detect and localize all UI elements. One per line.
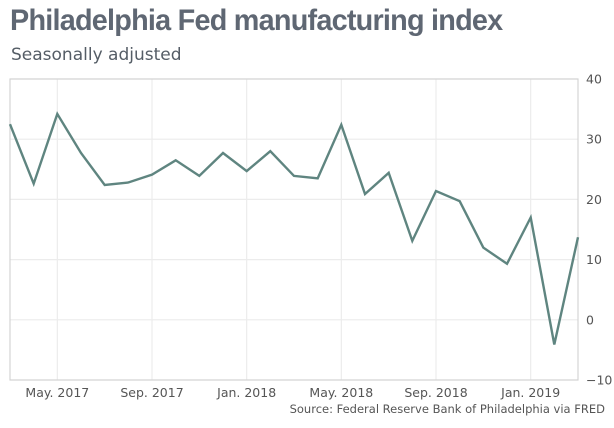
y-tick-label: 20 [586, 192, 602, 207]
grid-lines [10, 78, 578, 381]
x-tick-label: May. 2018 [309, 385, 373, 400]
x-tick-label: Jan. 2019 [500, 385, 560, 400]
chart-subtitle: Seasonally adjusted [11, 45, 182, 65]
y-tick-label: 40 [586, 72, 602, 87]
source-note: Source: Federal Reserve Bank of Philadel… [289, 402, 605, 416]
x-tick-label: Sep. 2018 [404, 385, 467, 400]
y-axis: 40 30 20 10 0 −10 [586, 72, 612, 388]
x-tick-label: May. 2017 [25, 385, 89, 400]
x-axis: May. 2017 Sep. 2017 Jan. 2018 May. 2018 Sep.… [25, 385, 560, 400]
series-line [8, 111, 580, 345]
series-group [8, 111, 580, 345]
x-tick-label: Sep. 2017 [120, 385, 183, 400]
y-tick-label: 30 [586, 132, 602, 147]
y-tick-label: −10 [586, 373, 612, 388]
x-tick-label: Jan. 2018 [216, 385, 276, 400]
y-tick-label: 0 [586, 312, 594, 327]
chart-title: Philadelphia Fed manufacturing index [10, 4, 503, 37]
y-tick-label: 10 [586, 252, 602, 267]
plot-border [9, 78, 579, 381]
